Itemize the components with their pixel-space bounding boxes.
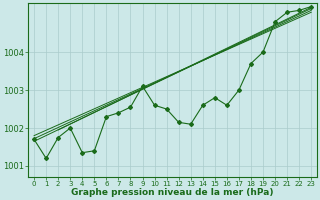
X-axis label: Graphe pression niveau de la mer (hPa): Graphe pression niveau de la mer (hPa)	[71, 188, 274, 197]
